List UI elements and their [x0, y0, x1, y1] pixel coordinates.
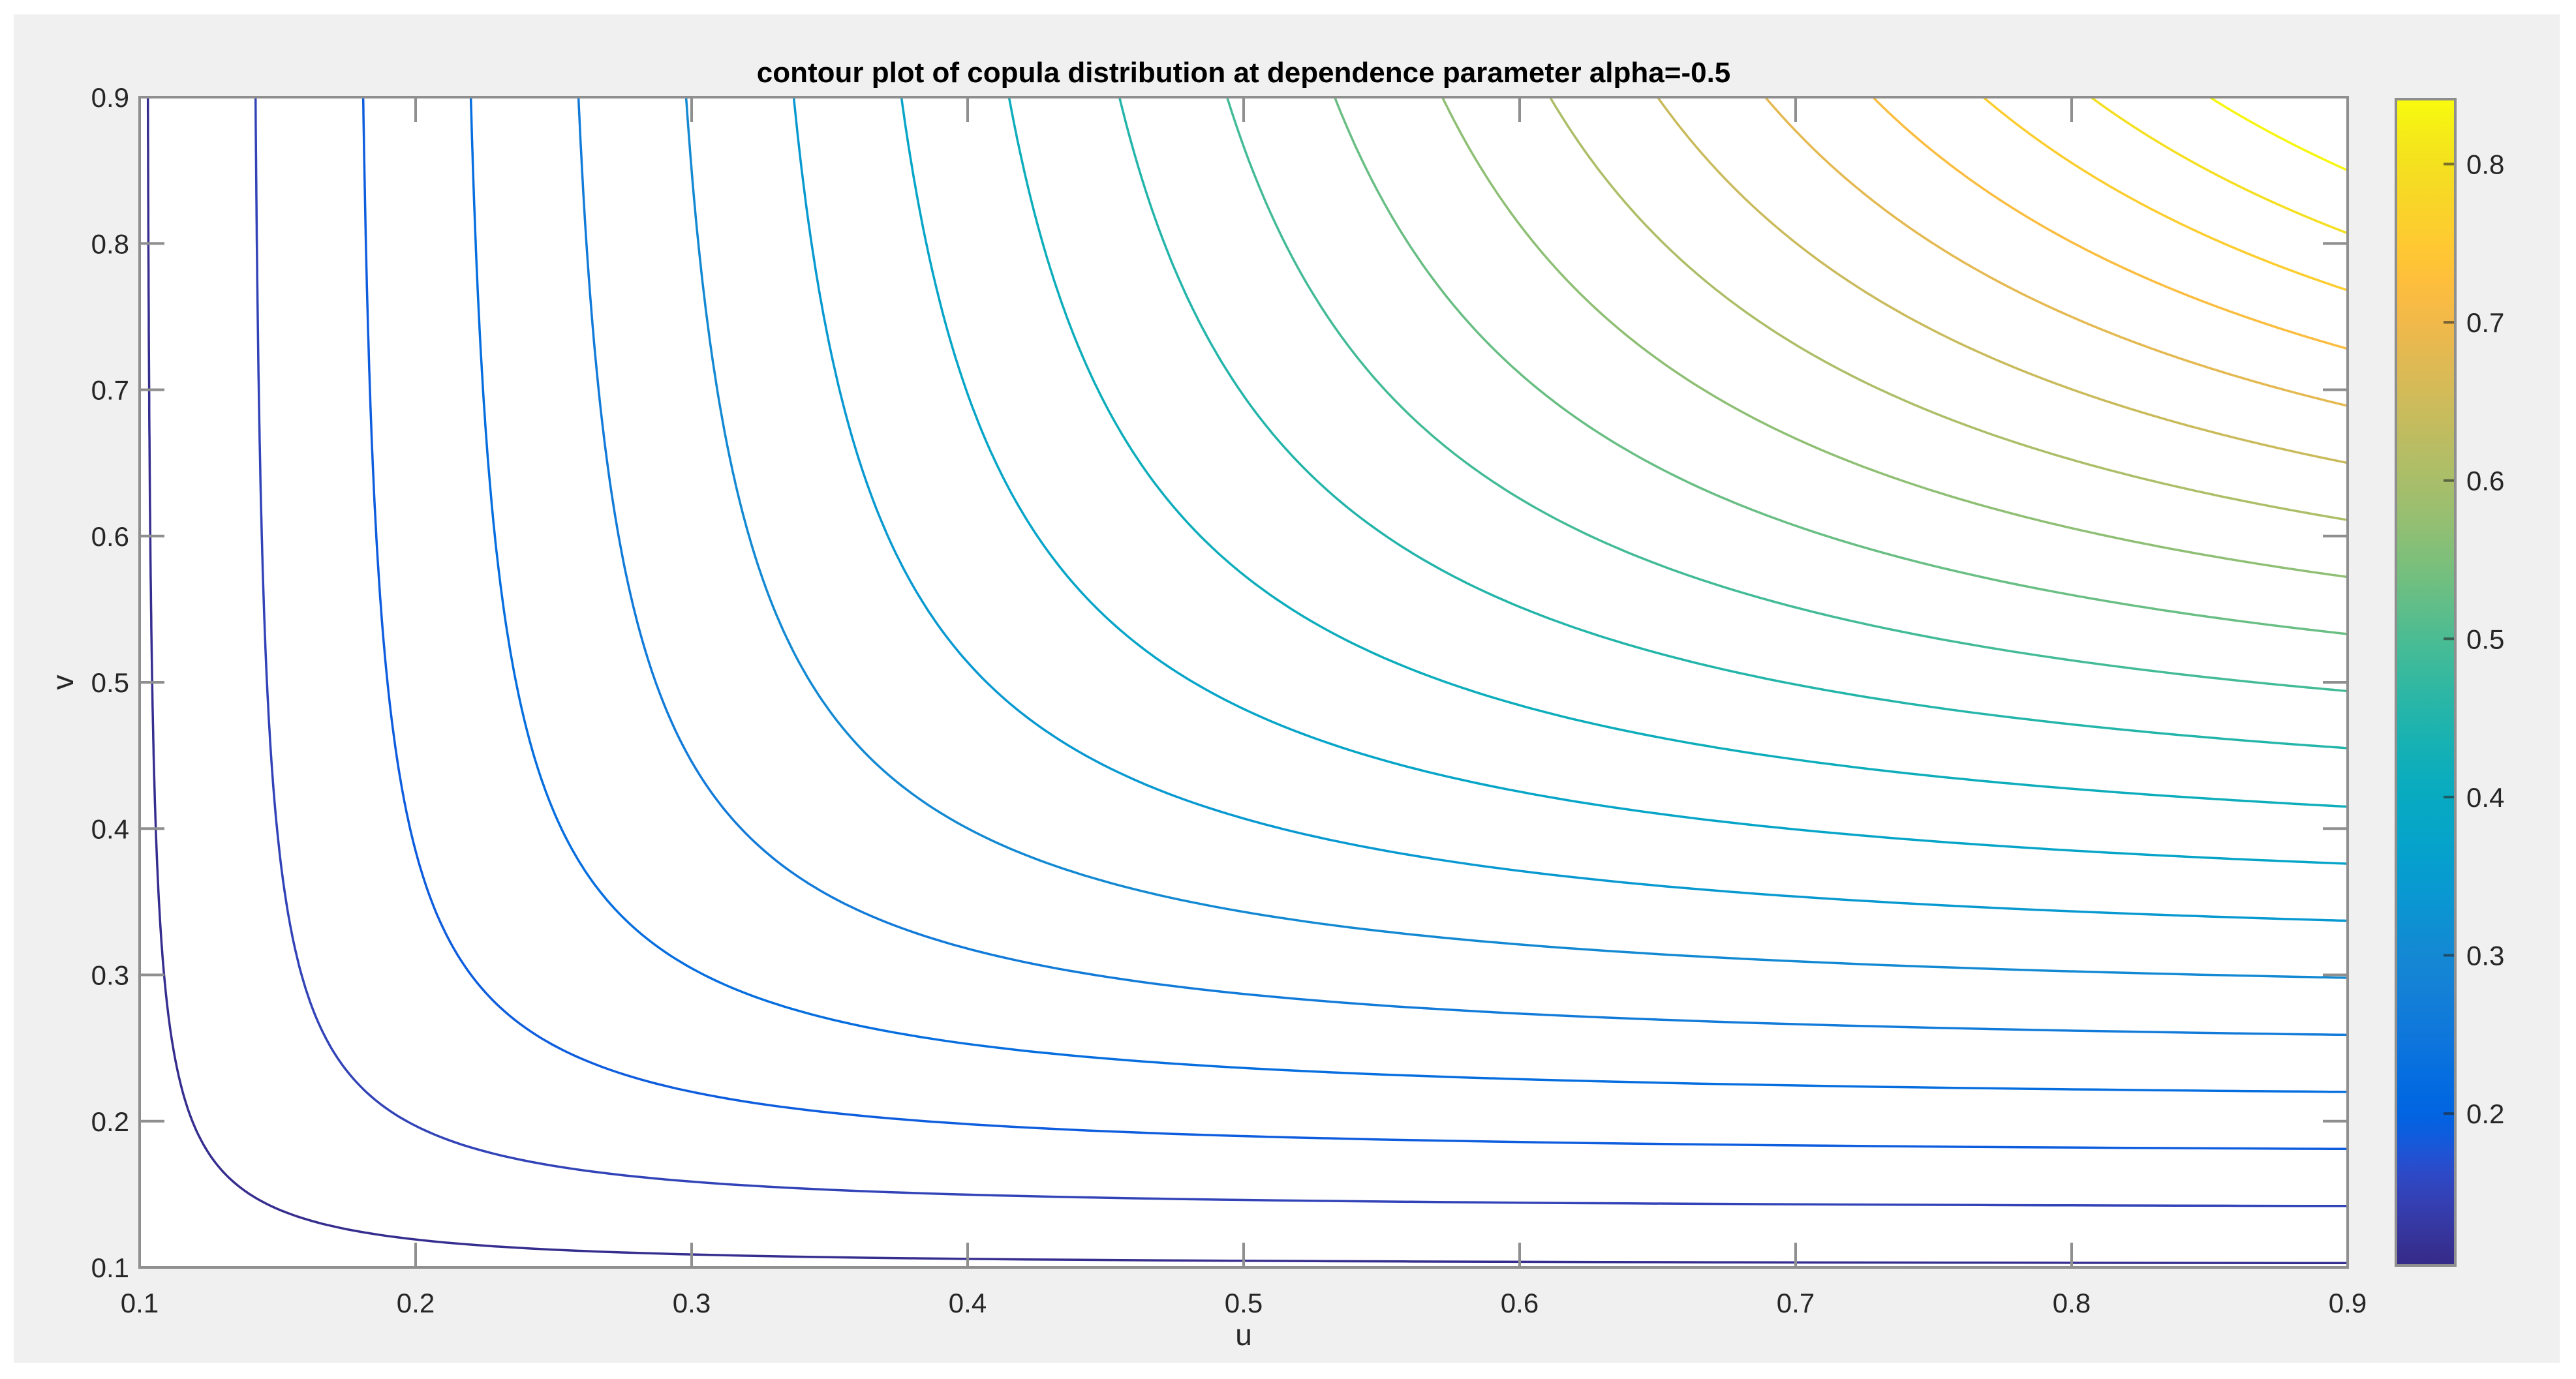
- y-tick-label: 0.6: [91, 521, 129, 552]
- y-tick-label: 0.3: [91, 960, 129, 991]
- contour-line: [1333, 97, 2348, 635]
- y-tick-label: 0.4: [91, 813, 129, 844]
- y-tick-label: 0.9: [91, 82, 129, 113]
- contour-line: [684, 97, 2348, 979]
- colorbar: 0.2 0.3 0.4 0.5 0.6 0.7 0.8: [2395, 98, 2504, 1267]
- x-tick-label: 0.7: [1777, 1288, 1815, 1318]
- y-tick-label: 0.7: [91, 375, 129, 406]
- y-axis-label: v: [46, 675, 80, 690]
- contour-lines: [146, 96, 2349, 1265]
- contour-line: [577, 97, 2348, 1037]
- colorbar-tick-label: 0.8: [2466, 149, 2504, 179]
- colorbar-gradient: [2396, 99, 2455, 1265]
- contour-line: [2209, 96, 2349, 172]
- x-tick-label: 0.2: [397, 1288, 435, 1318]
- y-tick-label: 0.2: [91, 1106, 129, 1137]
- contour-line: [792, 97, 2348, 922]
- contour-line: [469, 97, 2348, 1093]
- plot-area: [140, 97, 2348, 1267]
- contour-line: [900, 97, 2348, 865]
- x-tick-label: 0.6: [1501, 1288, 1539, 1318]
- colorbar-tick-labels: 0.2 0.3 0.4 0.5 0.6 0.7 0.8: [2466, 149, 2504, 1129]
- x-tick-label: 0.8: [2053, 1288, 2091, 1318]
- x-tick-label: 0.9: [2329, 1288, 2367, 1318]
- contour-line: [1982, 96, 2349, 292]
- contour-line: [1548, 97, 2348, 521]
- colorbar-tick-label: 0.3: [2466, 940, 2504, 971]
- contour-line: [146, 97, 2348, 1265]
- contour-line: [1657, 96, 2348, 464]
- x-tick-labels: 0.1 0.2 0.3 0.4 0.5 0.6 0.7 0.8 0.9: [121, 1288, 2367, 1318]
- y-tick-label: 0.1: [91, 1252, 129, 1283]
- contour-line: [1872, 96, 2349, 350]
- contour-line: [361, 97, 2348, 1151]
- chart-title: contour plot of copula distribution at d…: [757, 57, 1731, 89]
- contour-line: [1441, 97, 2348, 579]
- colorbar-frame: [2395, 98, 2457, 1267]
- colorbar-tick-label: 0.2: [2466, 1099, 2504, 1129]
- contour-line: [1225, 97, 2349, 693]
- contour-line: [1118, 97, 2348, 750]
- contour-line: [2090, 96, 2349, 235]
- contour-line: [1007, 97, 2348, 808]
- y-tick-label: 0.8: [91, 228, 129, 259]
- colorbar-ticks: [2444, 162, 2455, 1115]
- colorbar-tick-label: 0.6: [2466, 466, 2504, 496]
- colorbar-tick-label: 0.5: [2466, 624, 2504, 654]
- y-tick-labels: 0.1 0.2 0.3 0.4 0.5 0.6 0.7 0.8 0.9: [91, 82, 129, 1283]
- x-tick-label: 0.5: [1225, 1288, 1263, 1318]
- contour-line: [254, 97, 2348, 1207]
- x-tick-label: 0.3: [673, 1288, 711, 1318]
- y-tick-label: 0.5: [91, 667, 129, 698]
- colorbar-tick-label: 0.4: [2466, 782, 2504, 813]
- x-tick-label: 0.4: [949, 1288, 987, 1318]
- colorbar-tick-label: 0.7: [2466, 307, 2504, 338]
- axes-box: [138, 96, 2349, 1269]
- x-tick-label: 0.1: [121, 1288, 159, 1318]
- contour-line: [1764, 96, 2349, 407]
- x-axis-label: u: [1235, 1318, 1252, 1352]
